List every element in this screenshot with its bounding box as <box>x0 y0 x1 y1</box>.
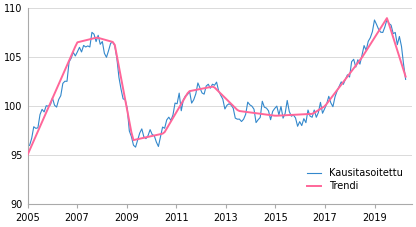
Line: Kausitasoitettu: Kausitasoitettu <box>27 20 406 147</box>
Trendi <box>216 90 221 93</box>
Kausitasoitettu <box>189 102 194 104</box>
Kausitasoitettu <box>25 145 30 148</box>
Trendi <box>144 136 149 139</box>
Kausitasoitettu <box>403 78 408 81</box>
Kausitasoitettu <box>218 94 223 97</box>
Kausitasoitettu <box>133 146 138 148</box>
Line: Trendi: Trendi <box>27 18 406 155</box>
Kausitasoitettu <box>83 46 88 48</box>
Trendi <box>384 17 389 20</box>
Kausitasoitettu <box>75 50 80 53</box>
Kausitasoitettu <box>27 144 32 147</box>
Trendi <box>403 75 408 78</box>
Trendi <box>75 41 80 44</box>
Trendi <box>187 90 192 92</box>
Trendi <box>25 153 30 156</box>
Trendi <box>27 149 32 152</box>
Kausitasoitettu <box>146 134 151 137</box>
Trendi <box>83 39 88 42</box>
Legend: Kausitasoitettu, Trendi: Kausitasoitettu, Trendi <box>303 164 407 195</box>
Kausitasoitettu <box>384 18 389 21</box>
